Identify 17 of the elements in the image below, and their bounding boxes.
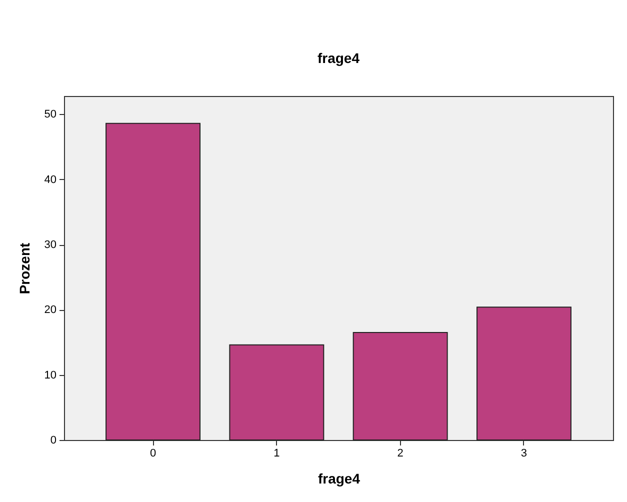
y-tick-label: 50 [44,108,56,121]
x-axis-title: frage4 [318,470,360,486]
x-tick-label: 2 [397,448,404,460]
x-tick-label: 1 [274,448,280,460]
y-tick-label: 10 [44,369,56,382]
bar [476,306,572,440]
y-tick-label: 20 [44,304,56,316]
y-axis-title: Prozent [16,242,32,294]
x-tick-label: 0 [150,448,156,460]
y-tick-label: 0 [50,434,56,446]
bar [229,344,324,440]
y-tick-label: 40 [44,174,56,186]
bar [106,122,201,440]
x-tick-label: 3 [520,448,528,460]
y-tick-label: 30 [44,239,56,252]
bar [352,332,448,440]
chart-title: frage4 [317,50,360,66]
